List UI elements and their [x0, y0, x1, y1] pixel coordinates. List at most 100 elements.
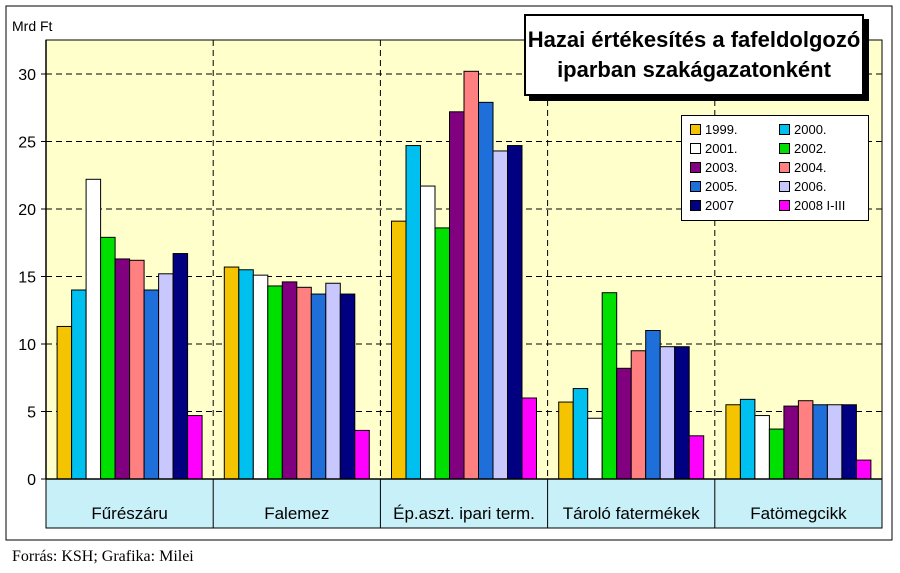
legend-label: 2002. [794, 140, 827, 156]
bar [143, 289, 160, 480]
category-label: Tároló fatermékek [563, 504, 700, 523]
legend-swatch [690, 199, 701, 211]
bar [826, 404, 843, 480]
bar [405, 145, 421, 480]
legend-label: 2003. [705, 159, 738, 175]
bar [85, 178, 102, 480]
bar [492, 150, 508, 480]
bar [56, 325, 73, 480]
bar [172, 253, 189, 480]
y-axis-unit-label: Mrd Ft [12, 18, 53, 34]
y-tick-label: 5 [27, 405, 36, 422]
bar [739, 398, 756, 480]
category-label: Falemez [264, 504, 329, 523]
legend-label: 1999. [705, 121, 738, 137]
bar [281, 281, 298, 480]
bar [267, 285, 283, 480]
bar [587, 417, 603, 480]
bar [601, 292, 618, 480]
y-tick-label: 0 [27, 472, 36, 489]
bar [572, 388, 589, 480]
y-tick-label: 30 [18, 67, 36, 84]
bar [310, 293, 327, 480]
bar [238, 269, 254, 480]
bar [296, 286, 312, 480]
legend-swatch [779, 142, 790, 154]
legend-swatch [690, 180, 701, 192]
bar [354, 429, 370, 480]
bar [339, 293, 356, 480]
legend-entry: 2001. [690, 140, 738, 156]
legend-label: 2004. [794, 159, 827, 175]
bar [797, 400, 814, 480]
plot-border [45, 39, 883, 529]
legend-label: 2008 I-III [794, 197, 846, 213]
legend-entry: 2007 [690, 197, 734, 213]
bar [187, 415, 203, 480]
bar [616, 367, 632, 480]
legend-swatch [779, 180, 790, 192]
bar [521, 397, 537, 480]
legend-entry: 2002. [779, 140, 827, 156]
legend-swatch [779, 161, 790, 173]
bar [129, 259, 145, 480]
legend-swatch [690, 123, 701, 135]
category-label: Fatömegcikk [750, 504, 847, 523]
bar [252, 274, 269, 480]
bar [783, 405, 799, 480]
legend-label: 2000. [794, 121, 827, 137]
y-tick-label: 10 [18, 337, 36, 354]
bar [768, 428, 785, 480]
axis-layer: 0 5 10 15 20 25 30 Fűrészáru Falemez Ép.aszt. ipa… [18, 39, 883, 529]
legend-swatch [779, 123, 790, 135]
bar [645, 330, 661, 480]
bar [478, 101, 494, 480]
source-note: Forrás: KSH; Grafika: Milei [12, 548, 194, 565]
bar [725, 404, 741, 480]
chart-title-line-2: iparban szakágazatonként [557, 57, 831, 82]
bar [434, 227, 450, 480]
category-label: Fűrészáru [91, 504, 168, 523]
bar [630, 350, 647, 480]
bar [812, 404, 828, 480]
y-tick-label: 15 [18, 270, 36, 287]
legend-entry: 2005. [690, 178, 738, 194]
y-tick-label: 25 [18, 135, 36, 152]
bar [558, 401, 574, 480]
legend-swatch [690, 142, 701, 154]
legend-swatch [779, 199, 790, 211]
legend-entry: 2004. [779, 159, 827, 175]
legend-label: 2005. [705, 178, 738, 194]
legend-entry: 2003. [690, 159, 738, 175]
legend-label: 2007 [705, 197, 734, 213]
bar [420, 185, 436, 480]
legend-entry: 1999. [690, 121, 738, 137]
bar [391, 220, 407, 480]
bar [223, 266, 240, 480]
legend-entry: 2006. [779, 178, 827, 194]
chart-title-box: Hazai értékesítés a fafeldolgozó iparban… [524, 14, 864, 96]
chart-legend: 1999. 2000. 2001. 2002. 2003. 2004. 2005. 2006.… [681, 115, 869, 221]
legend-label: 2006. [794, 178, 827, 194]
bar [674, 346, 690, 480]
bar [449, 111, 465, 480]
bar [841, 404, 857, 480]
bar [100, 236, 116, 480]
bar [463, 70, 479, 480]
legend-swatch [690, 161, 701, 173]
bars-layer [56, 70, 872, 480]
bar [71, 289, 87, 480]
bar [754, 415, 770, 480]
bar [855, 459, 872, 480]
bar [507, 145, 523, 480]
legend-label: 2001. [705, 140, 738, 156]
bar [325, 282, 341, 480]
bar [114, 258, 131, 480]
legend-entry: 2000. [779, 121, 827, 137]
y-tick-label: 20 [18, 202, 36, 219]
bar [158, 273, 174, 480]
bar [688, 435, 705, 480]
chart-title-line-1: Hazai értékesítés a fafeldolgozó [527, 27, 861, 52]
category-label: Ép.aszt. ipari term. [393, 504, 535, 523]
